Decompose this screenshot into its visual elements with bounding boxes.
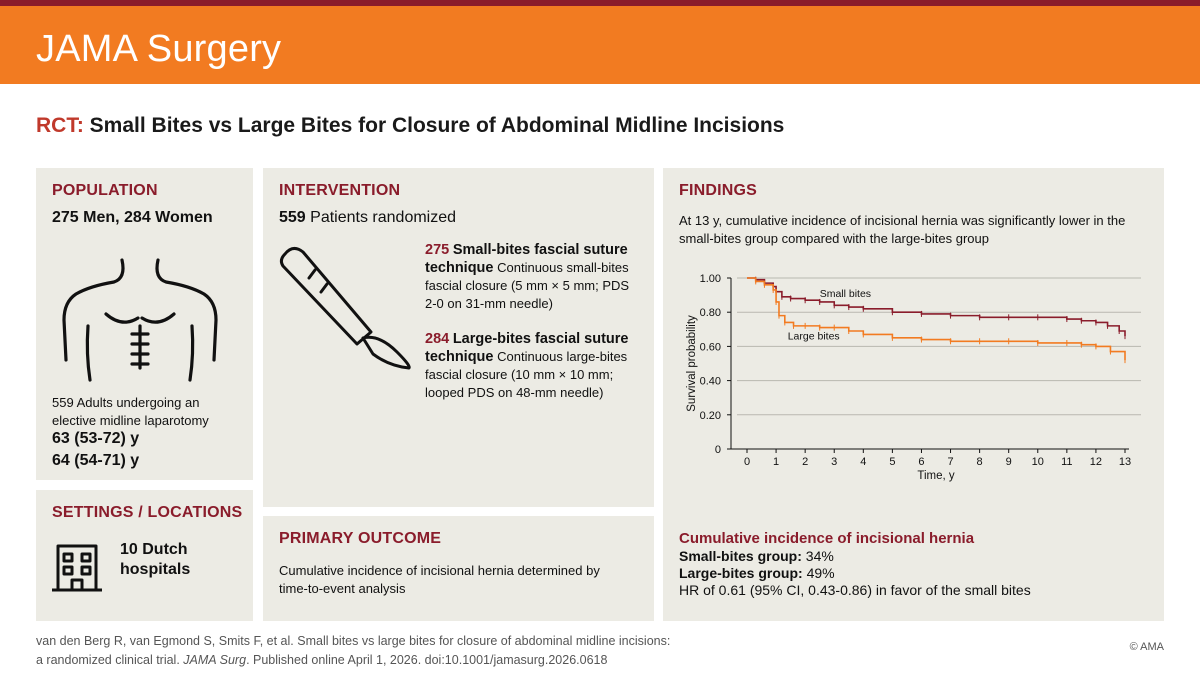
citation-line-2: a randomized clinical trial. JAMA Surg. … (36, 651, 670, 670)
citation-journal: JAMA Surg (183, 653, 247, 667)
findings-panel: FINDINGS At 13 y, cumulative incidence o… (663, 168, 1164, 621)
arm-2-count: 284 (425, 331, 450, 347)
small-bites-result: Small-bites group: 34% (679, 548, 834, 564)
population-summary: 275 Men, 284 Women (52, 209, 213, 226)
intervention-count-label: Patients randomized (310, 209, 457, 226)
arm-1-title: Small-bites fascial suture technique (425, 242, 628, 276)
top-accent-line (0, 0, 1200, 6)
arm-2-title: Large-bites fascial suture technique (425, 331, 629, 365)
x-tick-label: 1 (773, 456, 779, 468)
population-age-2: 64 (54-71) y (52, 452, 140, 469)
x-axis-title: Time, y (917, 470, 955, 482)
primary-outcome-panel: PRIMARY OUTCOME Cumulative incidence of … (263, 516, 654, 621)
y-tick-label: 0.40 (700, 376, 721, 388)
y-tick-label: 0.80 (700, 307, 721, 319)
scalpel-icon (279, 247, 411, 370)
x-tick-label: 0 (744, 456, 750, 468)
intervention-count-line: 559 Patients randomized (279, 209, 456, 227)
arm-1-detail: Continuous small-bites fascial closure (… (425, 260, 630, 311)
x-tick-label: 5 (889, 456, 895, 468)
settings-heading: SETTINGS / LOCATIONS (52, 504, 243, 521)
intervention-count: 559 (279, 209, 306, 226)
x-tick-label: 8 (977, 456, 983, 468)
intervention-panel: INTERVENTION 559 Patients randomized 275… (263, 168, 654, 507)
title-tag: RCT: (36, 114, 84, 137)
findings-text: At 13 y, cumulative incidence of incisio… (679, 213, 1126, 246)
arm-2-detail: Continuous large-bites fascial closure (… (425, 349, 628, 400)
citation-line-2b: . Published online April 1, 2026. doi:10… (246, 653, 608, 667)
citation-line-2a: a randomized clinical trial. (36, 653, 184, 667)
arm-1: 275 Small-bites fascial suture technique… (425, 241, 641, 313)
settings-text: 10 Dutch hospitals (120, 541, 191, 578)
y-tick-label: 1.00 (700, 273, 721, 285)
population-description: 559 Adults undergoing an elective midlin… (52, 395, 209, 428)
series-label-small-bites: Small bites (820, 288, 871, 300)
title-text: Small Bites vs Large Bites for Closure o… (89, 114, 785, 137)
x-tick-label: 6 (918, 456, 924, 468)
journal-brand: JAMA Surgery (36, 28, 282, 70)
y-axis-title: Survival probability (686, 315, 698, 412)
x-tick-label: 10 (1032, 456, 1044, 468)
hospital-icon (52, 544, 102, 592)
x-tick-label: 3 (831, 456, 837, 468)
large-bites-result: Large-bites group: 49% (679, 565, 835, 581)
population-panel: POPULATION 275 Men, 284 Women 559 Adults… (36, 168, 253, 480)
arm-1-count: 275 (425, 242, 450, 258)
citation: van den Berg R, van Egmond S, Smits F, e… (36, 632, 670, 670)
x-tick-label: 4 (860, 456, 866, 468)
citation-line-1: van den Berg R, van Egmond S, Smits F, e… (36, 634, 671, 648)
y-tick-label: 0 (715, 444, 721, 456)
x-tick-label: 13 (1119, 456, 1131, 468)
large-bites-value: 49% (806, 565, 835, 581)
small-bites-label: Small-bites group: (679, 548, 802, 564)
header-banner: JAMA Surgery (0, 6, 1200, 84)
series-label-large-bites: Large bites (788, 331, 840, 343)
page-title: RCT: Small Bites vs Large Bites for Clos… (36, 114, 784, 138)
x-tick-label: 9 (1006, 456, 1012, 468)
intervention-heading: INTERVENTION (279, 182, 401, 199)
population-heading: POPULATION (52, 182, 158, 199)
x-tick-label: 2 (802, 456, 808, 468)
x-tick-label: 12 (1090, 456, 1102, 468)
y-tick-label: 0.20 (700, 410, 721, 422)
findings-heading: FINDINGS (679, 182, 758, 199)
torso-icon (62, 258, 218, 382)
primary-outcome-heading: PRIMARY OUTCOME (279, 530, 442, 547)
x-tick-label: 11 (1061, 456, 1072, 468)
copyright: © AMA (1129, 641, 1164, 653)
large-bites-label: Large-bites group: (679, 565, 803, 581)
small-bites-value: 34% (805, 548, 834, 564)
arm-2: 284 Large-bites fascial suture technique… (425, 330, 641, 402)
y-tick-label: 0.60 (700, 341, 721, 353)
result-heading: Cumulative incidence of incisional herni… (679, 530, 975, 547)
x-tick-label: 7 (947, 456, 953, 468)
series-line-small-bites (747, 277, 1126, 337)
primary-outcome-text: Cumulative incidence of incisional herni… (279, 563, 600, 596)
population-age-1: 63 (53-72) y (52, 430, 140, 447)
hazard-ratio: HR of 0.61 (95% CI, 0.43-0.86) in favor … (679, 582, 1031, 598)
survival-chart: 00.200.400.600.801.000 1 2 3 4 5 6 7 8 9 10 11 12 13T… (686, 273, 1141, 482)
settings-panel: SETTINGS / LOCATIONS 10 Dutch hospitals (36, 490, 253, 621)
